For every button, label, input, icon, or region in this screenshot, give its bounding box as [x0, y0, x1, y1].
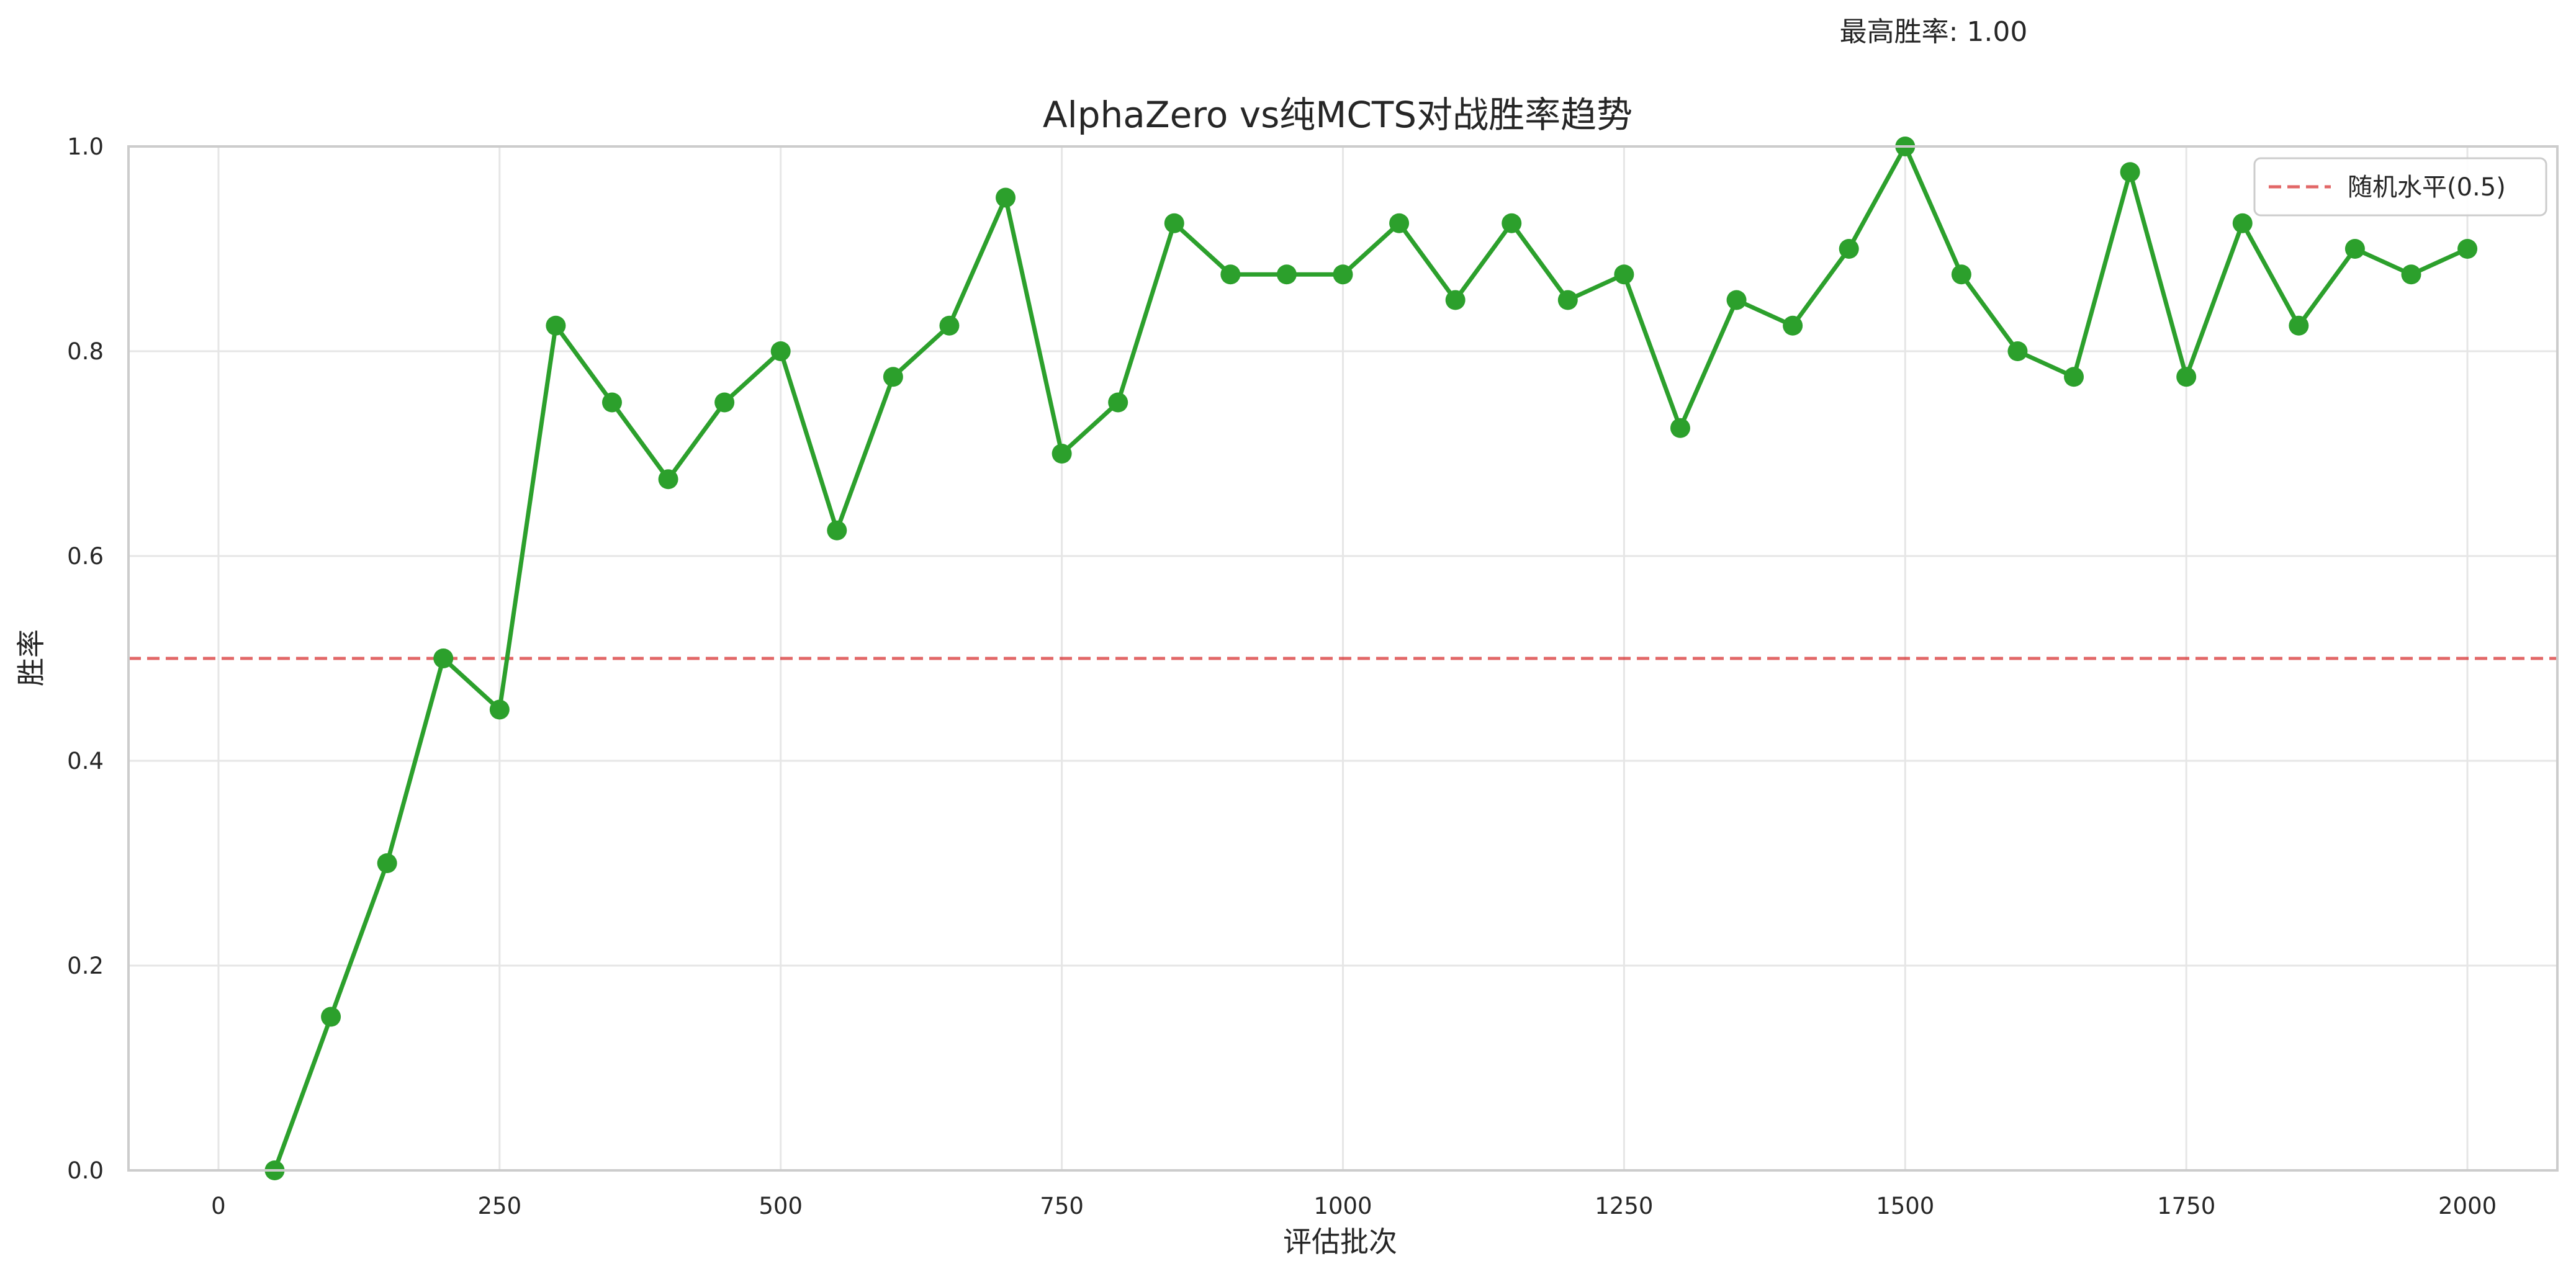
x-tick-label: 750: [1040, 1193, 1084, 1219]
data-point: [2401, 264, 2421, 285]
y-axis-title: 胜率: [14, 629, 48, 686]
x-tick-label: 1000: [1313, 1193, 1372, 1219]
data-point: [1502, 213, 1522, 233]
series-line: [272, 144, 2469, 1172]
y-tick-label: 1.0: [67, 133, 104, 160]
data-point: [1220, 264, 1241, 285]
data-point: [1726, 290, 1747, 310]
data-point: [2457, 239, 2478, 259]
legend: 随机水平(0.5): [2253, 157, 2547, 217]
data-point: [321, 1007, 341, 1027]
tick-label-layer: 0 250 500 750 1000 1250 1500 1750 2000 0.0 0.2 0.4 0…: [67, 133, 2497, 1219]
series-layer: [264, 137, 2478, 1180]
data-point: [377, 853, 397, 873]
legend-box: [2253, 157, 2547, 217]
max-win-rate-annotation: 最高胜率: 1.00: [1840, 16, 2028, 48]
data-point: [546, 315, 566, 336]
legend-label-reference: 随机水平(0.5): [2348, 173, 2506, 202]
data-point: [1052, 444, 1072, 464]
data-point: [2289, 315, 2309, 336]
data-point: [1445, 290, 1466, 310]
data-point: [2120, 162, 2140, 182]
y-tick-label: 0.2: [67, 953, 104, 979]
data-point: [827, 520, 847, 541]
data-point: [1783, 315, 1803, 336]
data-point: [601, 392, 622, 413]
data-point: [2007, 341, 2028, 361]
data-point: [1614, 264, 1634, 285]
plot-frame: [127, 145, 2559, 1172]
x-tick-label: 1250: [1595, 1193, 1653, 1219]
x-tick-label: 500: [759, 1193, 803, 1219]
data-point: [489, 699, 510, 720]
data-point: [2176, 367, 2197, 387]
data-point: [1670, 418, 1690, 438]
data-point: [770, 341, 791, 361]
data-point: [1839, 239, 1859, 259]
y-tick-label: 0.8: [67, 338, 104, 365]
data-point: [1276, 264, 1297, 285]
data-point: [714, 392, 735, 413]
x-axis-title: 评估批次: [1283, 1225, 1397, 1258]
data-point: [1951, 264, 1971, 285]
data-point: [2232, 213, 2253, 233]
data-point: [2344, 239, 2365, 259]
data-point: [1108, 392, 1128, 413]
x-tick-label: 2000: [2438, 1193, 2497, 1219]
chart-title: AlphaZero vs纯MCTS对战胜率趋势: [1043, 94, 1633, 136]
data-point: [1389, 213, 1410, 233]
data-point: [1333, 264, 1353, 285]
data-point: [996, 187, 1016, 208]
x-tick-label: 0: [211, 1193, 226, 1219]
x-tick-label: 1500: [1876, 1193, 1934, 1219]
data-point: [1164, 213, 1184, 233]
data-point: [433, 648, 454, 668]
data-point: [939, 315, 960, 336]
data-point: [658, 469, 678, 490]
x-tick-label: 250: [478, 1193, 522, 1219]
y-tick-label: 0.4: [67, 748, 104, 774]
y-tick-label: 0.0: [67, 1157, 104, 1184]
y-tick-label: 0.6: [67, 543, 104, 570]
data-point: [883, 367, 903, 387]
data-point: [1557, 290, 1578, 310]
data-point: [2064, 367, 2084, 387]
x-tick-label: 1750: [2157, 1193, 2215, 1219]
